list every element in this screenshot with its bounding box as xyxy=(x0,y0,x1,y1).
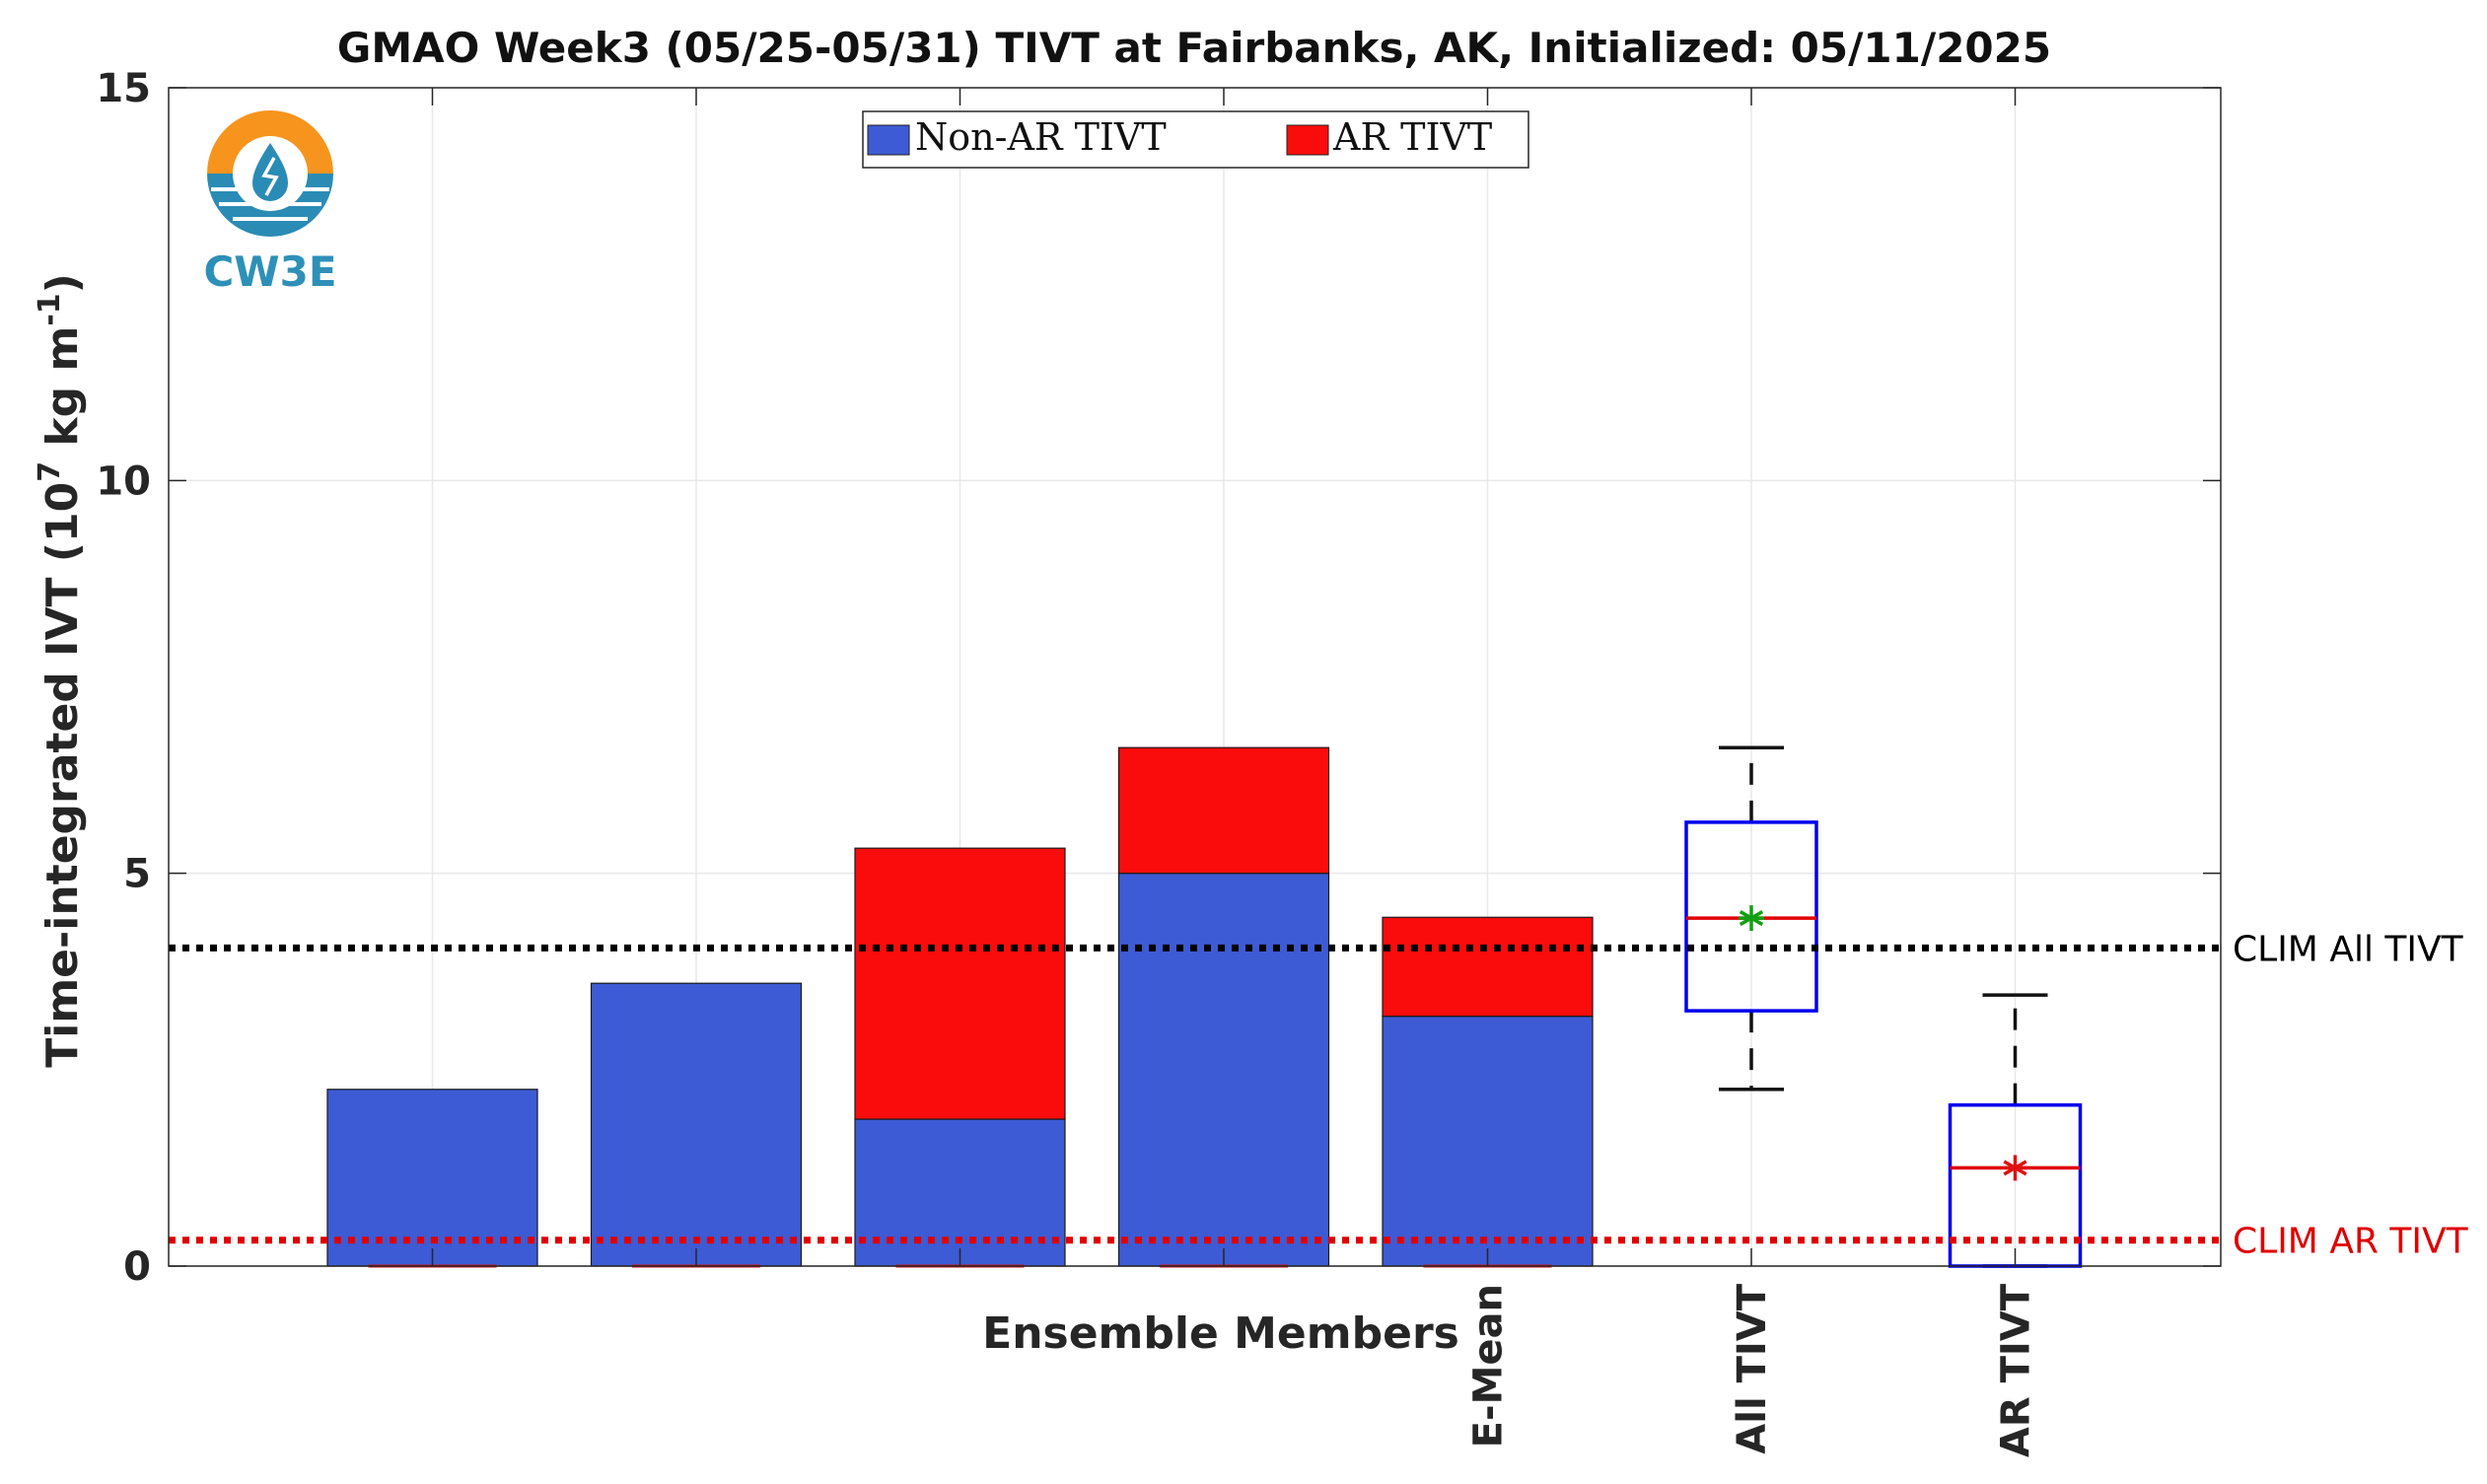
logo-drop-icon xyxy=(252,143,288,201)
bar-non-ar xyxy=(1117,873,1330,1267)
clim-label: CLIM All TIVT xyxy=(2233,929,2464,969)
legend-box xyxy=(862,110,1529,169)
boxplot-mean-marker xyxy=(1739,905,1764,932)
x-tick-label: AR TIVT xyxy=(1994,1283,2039,1457)
boxplots xyxy=(1684,745,2083,1268)
boxplot-mean-marker xyxy=(2002,1155,2028,1181)
bar-non-ar xyxy=(1382,1016,1594,1267)
y-axis-label: Time-integrated IVT (107 kg m-1) xyxy=(33,273,88,1068)
bar-ar xyxy=(854,847,1066,1120)
x-tick-label: All TIVT xyxy=(1730,1283,1775,1453)
y-tick-label: 5 xyxy=(123,852,151,897)
reference-lines: CLIM All TIVT CLIM AR TIVT xyxy=(169,929,2469,1262)
legend-swatch-ar xyxy=(1286,124,1329,156)
legend-label-non-ar: Non-AR TIVT xyxy=(915,115,1167,159)
plot-frame xyxy=(168,87,2222,1267)
bar-non-ar xyxy=(854,1118,1066,1267)
x-axis-label: Ensemble Members xyxy=(982,1308,1459,1359)
legend-label-ar: AR TIVT xyxy=(1332,115,1492,159)
x-tick-label: E-Mean xyxy=(1466,1284,1512,1448)
clim-label: CLIM AR TIVT xyxy=(2233,1222,2469,1262)
chart-title: GMAO Week3 (05/25-05/31) TIVT at Fairban… xyxy=(337,24,2051,72)
cw3e-logo: CW3E xyxy=(203,110,337,296)
bar-ar xyxy=(1382,916,1594,1018)
bar-non-ar xyxy=(326,1089,538,1267)
legend: Non-AR TIVT AR TIVT xyxy=(862,110,1529,169)
axis-ticks: 0 5 10 15 E-Mean All TIVT AR TIVT xyxy=(96,66,2221,1457)
bar-non-ar xyxy=(590,982,803,1267)
logo-text: CW3E xyxy=(203,247,336,296)
legend-swatch-non-ar xyxy=(867,124,910,156)
y-tick-label: 10 xyxy=(96,459,151,504)
y-tick-label: 0 xyxy=(123,1244,151,1290)
bar-ar xyxy=(1117,746,1330,875)
y-tick-label: 15 xyxy=(96,66,151,111)
